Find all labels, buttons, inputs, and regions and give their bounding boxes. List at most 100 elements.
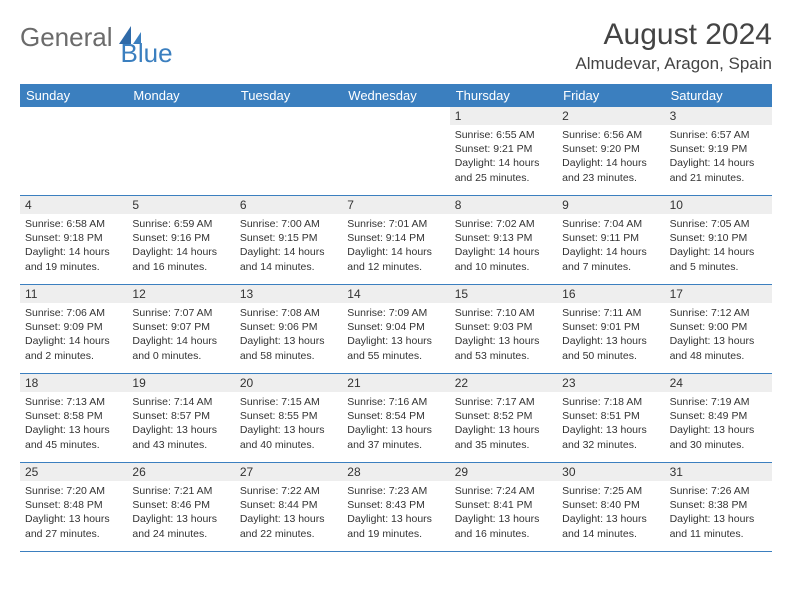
day-number: 8 xyxy=(450,196,557,214)
day-number: 18 xyxy=(20,374,127,392)
day-number: 23 xyxy=(557,374,664,392)
day-cell: 7Sunrise: 7:01 AMSunset: 9:14 PMDaylight… xyxy=(342,196,449,284)
day-number: 27 xyxy=(235,463,342,481)
week-row: 18 Sunrise: 7:13 AMSunset: 8:58 PMDayligh… xyxy=(20,374,772,463)
day-info: Sunrise: 7:17 AMSunset: 8:52 PMDaylight:… xyxy=(455,395,552,452)
day-number: 7 xyxy=(342,196,449,214)
day-number: 6 xyxy=(235,196,342,214)
day-info: Sunrise: 7:22 AMSunset: 8:44 PMDaylight:… xyxy=(240,484,337,541)
day-number: 19 xyxy=(127,374,234,392)
day-info: Sunrise: 7:07 AMSunset: 9:07 PMDaylight:… xyxy=(132,306,229,363)
day-info: Sunrise: 7:24 AMSunset: 8:41 PMDaylight:… xyxy=(455,484,552,541)
day-info: Sunrise: 7:10 AMSunset: 9:03 PMDaylight:… xyxy=(455,306,552,363)
day-number: 30 xyxy=(557,463,664,481)
day-cell: 5 Sunrise: 6:59 AMSunset: 9:16 PMDaylight… xyxy=(127,196,234,284)
day-info: Sunrise: 7:05 AMSunset: 9:10 PMDaylight:… xyxy=(670,217,767,274)
day-cell: 24 Sunrise: 7:19 AMSunset: 8:49 PMDayligh… xyxy=(665,374,772,462)
day-info: Sunrise: 6:59 AMSunset: 9:16 PMDaylight:… xyxy=(132,217,229,274)
day-info: Sunrise: 7:23 AMSunset: 8:43 PMDaylight:… xyxy=(347,484,444,541)
day-info: Sunrise: 7:12 AMSunset: 9:00 PMDaylight:… xyxy=(670,306,767,363)
day-cell: 18 Sunrise: 7:13 AMSunset: 8:58 PMDayligh… xyxy=(20,374,127,462)
day-cell: 3Sunrise: 6:57 AMSunset: 9:19 PMDaylight… xyxy=(665,107,772,195)
day-cell: 21 Sunrise: 7:16 AMSunset: 8:54 PMDayligh… xyxy=(342,374,449,462)
day-cell: 15 Sunrise: 7:10 AMSunset: 9:03 PMDayligh… xyxy=(450,285,557,373)
day-number: 20 xyxy=(235,374,342,392)
day-info: Sunrise: 7:00 AMSunset: 9:15 PMDaylight:… xyxy=(240,217,337,274)
day-cell: 6 Sunrise: 7:00 AMSunset: 9:15 PMDaylight… xyxy=(235,196,342,284)
day-number: 25 xyxy=(20,463,127,481)
day-header-sunday: Sunday xyxy=(20,84,127,107)
day-number: 26 xyxy=(127,463,234,481)
title-block: August 2024 Almudevar, Aragon, Spain xyxy=(575,18,772,74)
day-cell: 14 Sunrise: 7:09 AMSunset: 9:04 PMDayligh… xyxy=(342,285,449,373)
day-cell: 12 Sunrise: 7:07 AMSunset: 9:07 PMDayligh… xyxy=(127,285,234,373)
day-cell-empty xyxy=(342,107,449,195)
logo-text-general: General xyxy=(20,22,113,53)
day-cell: 2 Sunrise: 6:56 AMSunset: 9:20 PMDaylight… xyxy=(557,107,664,195)
day-cell: 30 Sunrise: 7:25 AMSunset: 8:40 PMDayligh… xyxy=(557,463,664,551)
day-info: Sunrise: 6:57 AMSunset: 9:19 PMDaylight:… xyxy=(670,128,767,185)
day-cell: 19 Sunrise: 7:14 AMSunset: 8:57 PMDayligh… xyxy=(127,374,234,462)
day-cell: 9 Sunrise: 7:04 AMSunset: 9:11 PMDaylight… xyxy=(557,196,664,284)
day-info: Sunrise: 7:14 AMSunset: 8:57 PMDaylight:… xyxy=(132,395,229,452)
day-cell: 10 Sunrise: 7:05 AMSunset: 9:10 PMDayligh… xyxy=(665,196,772,284)
day-cell-empty xyxy=(235,107,342,195)
day-number: 10 xyxy=(665,196,772,214)
calendar-header-row: SundayMondayTuesdayWednesdayThursdayFrid… xyxy=(20,84,772,107)
day-info: Sunrise: 7:18 AMSunset: 8:51 PMDaylight:… xyxy=(562,395,659,452)
day-number: 16 xyxy=(557,285,664,303)
day-number: 13 xyxy=(235,285,342,303)
day-info: Sunrise: 7:19 AMSunset: 8:49 PMDaylight:… xyxy=(670,395,767,452)
logo-text-blue: Blue xyxy=(121,38,173,69)
day-cell: 11Sunrise: 7:06 AMSunset: 9:09 PMDayligh… xyxy=(20,285,127,373)
day-cell: 28 Sunrise: 7:23 AMSunset: 8:43 PMDayligh… xyxy=(342,463,449,551)
week-row: 4Sunrise: 6:58 AMSunset: 9:18 PMDaylight… xyxy=(20,196,772,285)
day-number: 21 xyxy=(342,374,449,392)
day-number: 14 xyxy=(342,285,449,303)
day-info: Sunrise: 7:20 AMSunset: 8:48 PMDaylight:… xyxy=(25,484,122,541)
week-row: 1Sunrise: 6:55 AMSunset: 9:21 PMDaylight… xyxy=(20,107,772,196)
day-cell: 1Sunrise: 6:55 AMSunset: 9:21 PMDaylight… xyxy=(450,107,557,195)
day-info: Sunrise: 7:15 AMSunset: 8:55 PMDaylight:… xyxy=(240,395,337,452)
day-info: Sunrise: 6:56 AMSunset: 9:20 PMDaylight:… xyxy=(562,128,659,185)
day-number: 15 xyxy=(450,285,557,303)
logo: General Blue xyxy=(20,22,197,53)
day-header-thursday: Thursday xyxy=(450,84,557,107)
day-number xyxy=(342,107,449,125)
day-number: 9 xyxy=(557,196,664,214)
day-number xyxy=(235,107,342,125)
day-header-wednesday: Wednesday xyxy=(342,84,449,107)
day-cell: 17Sunrise: 7:12 AMSunset: 9:00 PMDayligh… xyxy=(665,285,772,373)
day-info: Sunrise: 7:26 AMSunset: 8:38 PMDaylight:… xyxy=(670,484,767,541)
calendar-body: 1Sunrise: 6:55 AMSunset: 9:21 PMDaylight… xyxy=(20,107,772,552)
day-info: Sunrise: 7:13 AMSunset: 8:58 PMDaylight:… xyxy=(25,395,122,452)
day-cell: 4Sunrise: 6:58 AMSunset: 9:18 PMDaylight… xyxy=(20,196,127,284)
day-info: Sunrise: 7:09 AMSunset: 9:04 PMDaylight:… xyxy=(347,306,444,363)
day-header-friday: Friday xyxy=(557,84,664,107)
day-cell-empty xyxy=(20,107,127,195)
day-cell: 16 Sunrise: 7:11 AMSunset: 9:01 PMDayligh… xyxy=(557,285,664,373)
day-number: 11 xyxy=(20,285,127,303)
day-info: Sunrise: 7:25 AMSunset: 8:40 PMDaylight:… xyxy=(562,484,659,541)
day-cell: 29Sunrise: 7:24 AMSunset: 8:41 PMDayligh… xyxy=(450,463,557,551)
day-number: 12 xyxy=(127,285,234,303)
day-number: 24 xyxy=(665,374,772,392)
day-number: 31 xyxy=(665,463,772,481)
day-cell: 25 Sunrise: 7:20 AMSunset: 8:48 PMDayligh… xyxy=(20,463,127,551)
day-cell: 8Sunrise: 7:02 AMSunset: 9:13 PMDaylight… xyxy=(450,196,557,284)
day-number: 5 xyxy=(127,196,234,214)
day-info: Sunrise: 7:04 AMSunset: 9:11 PMDaylight:… xyxy=(562,217,659,274)
day-info: Sunrise: 7:16 AMSunset: 8:54 PMDaylight:… xyxy=(347,395,444,452)
day-cell: 31 Sunrise: 7:26 AMSunset: 8:38 PMDayligh… xyxy=(665,463,772,551)
day-cell: 13Sunrise: 7:08 AMSunset: 9:06 PMDayligh… xyxy=(235,285,342,373)
day-number xyxy=(127,107,234,125)
week-row: 25 Sunrise: 7:20 AMSunset: 8:48 PMDayligh… xyxy=(20,463,772,552)
day-header-tuesday: Tuesday xyxy=(235,84,342,107)
day-info: Sunrise: 7:11 AMSunset: 9:01 PMDaylight:… xyxy=(562,306,659,363)
day-number: 2 xyxy=(557,107,664,125)
day-number: 28 xyxy=(342,463,449,481)
header: General Blue August 2024 Almudevar, Arag… xyxy=(20,18,772,74)
day-cell: 27 Sunrise: 7:22 AMSunset: 8:44 PMDayligh… xyxy=(235,463,342,551)
day-number xyxy=(20,107,127,125)
day-cell: 26Sunrise: 7:21 AMSunset: 8:46 PMDayligh… xyxy=(127,463,234,551)
